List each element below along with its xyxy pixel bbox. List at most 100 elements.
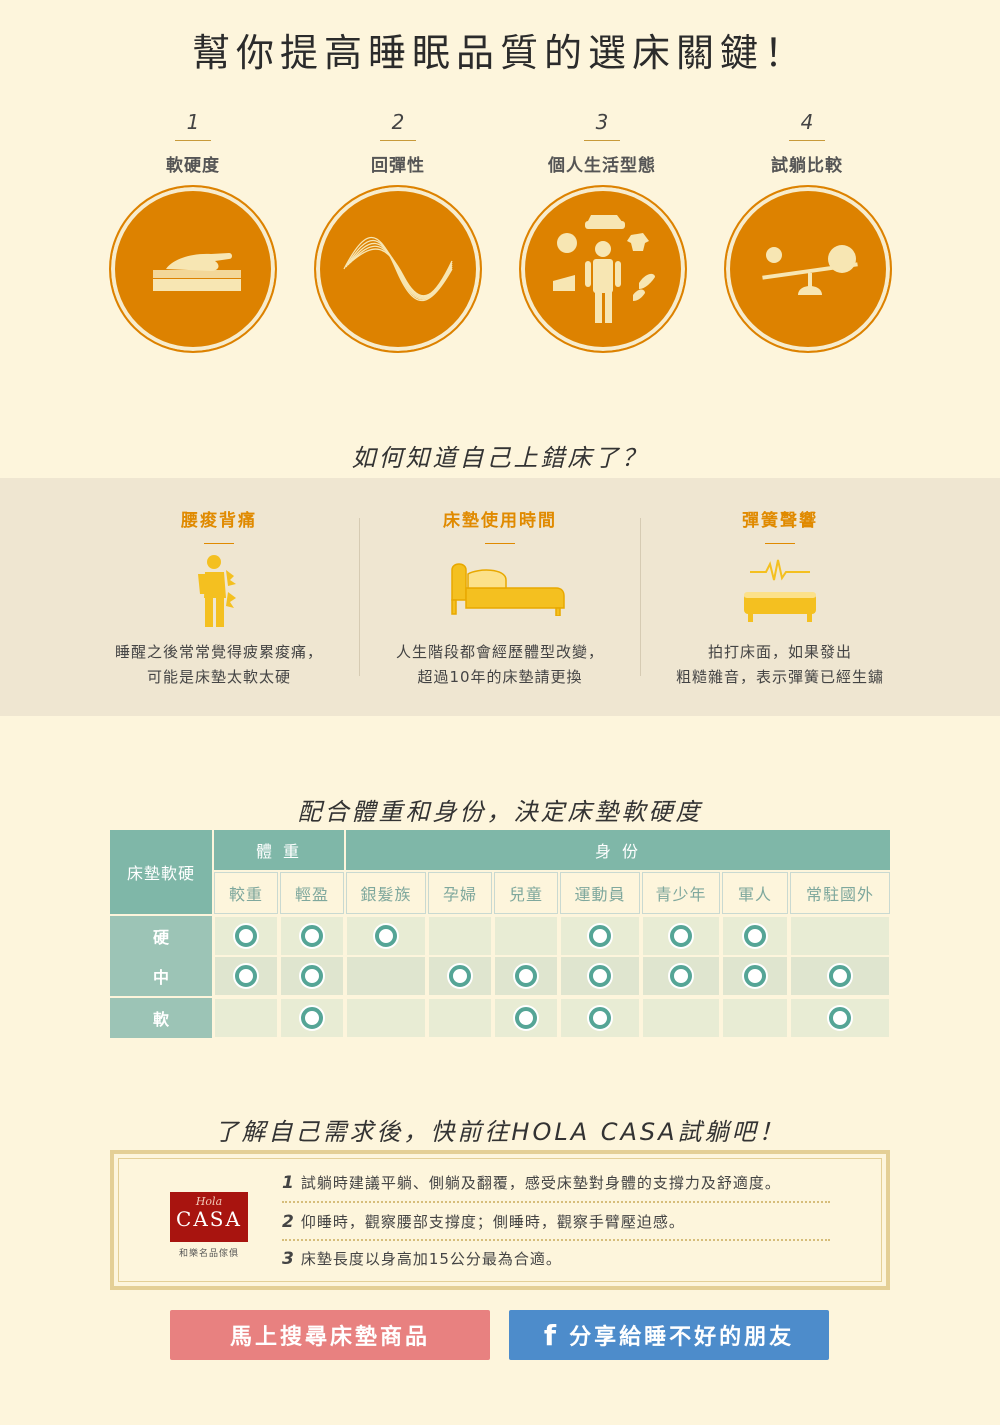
- check-circle-icon: [670, 965, 692, 987]
- sign-desc-line: 睡醒之後常常覺得疲累痠痛，: [114, 643, 323, 661]
- sign-desc-line: 可能是床墊太軟太硬: [146, 668, 291, 686]
- balance-scale-icon: [724, 185, 892, 353]
- table-cell: [790, 998, 890, 1038]
- key-label: 軟硬度: [166, 156, 220, 176]
- check-circle-icon: [515, 965, 537, 987]
- table-cell: [560, 998, 640, 1038]
- table-cell: [642, 998, 720, 1038]
- sign-desc-line: 拍打床面，如果發出: [707, 643, 852, 661]
- check-circle-icon: [670, 925, 692, 947]
- table-cell: [346, 916, 426, 956]
- check-circle-icon: [589, 925, 611, 947]
- tip-number: 2: [282, 1212, 295, 1232]
- row-label: 中: [110, 956, 212, 996]
- dotted-divider: [282, 1201, 830, 1203]
- section-trial-title: 了解自己需求後，快前往HOLA CASA試躺吧！: [214, 1118, 786, 1146]
- check-circle-icon: [449, 965, 471, 987]
- section-firmness-title: 配合體重和身份，決定床墊軟硬度: [297, 798, 703, 826]
- share-facebook-button[interactable]: f 分享給睡不好的朋友: [509, 1310, 829, 1360]
- table-cell: [280, 998, 344, 1038]
- bed-icon: [451, 563, 565, 616]
- column-header: 較重: [214, 872, 278, 914]
- key-divider: [175, 140, 211, 141]
- table-corner-label: 床墊軟硬: [110, 830, 212, 914]
- table-cell: [790, 916, 890, 956]
- row-label: 硬: [110, 916, 212, 956]
- sign-divider: [765, 543, 795, 544]
- check-circle-icon: [744, 965, 766, 987]
- key-number: 4: [800, 110, 814, 134]
- sign-title: 彈簧聲響: [742, 511, 818, 531]
- table-cell: [346, 998, 426, 1038]
- share-button-label: 分享給睡不好的朋友: [569, 1325, 795, 1350]
- tip-text: 仰睡時，觀察腰部支撐度；側睡時，觀察手臂壓迫感。: [300, 1213, 685, 1231]
- key-resilience: 2 回彈性: [298, 110, 498, 176]
- check-circle-icon: [235, 925, 257, 947]
- logo-subtitle: 和樂名品傢俱: [178, 1249, 239, 1259]
- sign-desc-line: 人生階段都會經歷體型改變，: [395, 643, 604, 661]
- table-cell: [428, 916, 492, 956]
- tip-text: 試躺時建議平躺、側躺及翻覆，感受床墊對身體的支撐力及舒適度。: [300, 1174, 781, 1192]
- tips-box-inner-border: [118, 1158, 882, 1282]
- key-label: 回彈性: [371, 156, 425, 176]
- key-number: 1: [186, 110, 200, 134]
- table-cell: [642, 956, 720, 996]
- table-cell: [428, 998, 492, 1038]
- logo-script-text: Hola: [195, 1195, 223, 1208]
- key-softness: 1 軟硬度: [93, 110, 293, 176]
- table-cell: [494, 956, 558, 996]
- table-cell: [494, 998, 558, 1038]
- column-header: 孕婦: [428, 872, 492, 914]
- table-cell: [280, 956, 344, 996]
- table-cell: [346, 956, 426, 996]
- table-cell: [560, 956, 640, 996]
- check-circle-icon: [589, 965, 611, 987]
- sign-desc-line: 粗糙雜音，表示彈簧已經生鏽: [675, 668, 884, 686]
- check-circle-icon: [829, 965, 851, 987]
- sign-mattress-age: 床墊使用時間: [360, 506, 640, 544]
- check-circle-icon: [301, 925, 323, 947]
- tip-text: 床墊長度以身高加15公分最為合適。: [300, 1250, 562, 1268]
- key-label: 個人生活型態: [548, 156, 656, 176]
- table-cell: [722, 916, 788, 956]
- table-cell: [214, 916, 278, 956]
- page-title: 幫你提高睡眠品質的選床關鍵！: [191, 31, 808, 75]
- check-circle-icon: [829, 1007, 851, 1029]
- search-mattress-button[interactable]: 馬上搜尋床墊商品: [170, 1310, 490, 1360]
- sign-divider: [485, 543, 515, 544]
- key-lifestyle: 3 個人生活型態: [502, 110, 702, 176]
- column-header: 輕盈: [280, 872, 344, 914]
- spring-noise-icon: [744, 559, 816, 622]
- sign-back-pain: 腰痠背痛: [79, 506, 359, 544]
- sign-spring-noise: 彈簧聲響: [640, 506, 920, 544]
- sign-desc: 拍打床面，如果發出 粗糙雜音，表示彈簧已經生鏽: [640, 640, 920, 690]
- table-cell: [214, 956, 278, 996]
- key-number: 3: [595, 110, 609, 134]
- sign-title: 腰痠背痛: [181, 511, 257, 531]
- check-circle-icon: [301, 1007, 323, 1029]
- sign-desc-line: 超過10年的床墊請更換: [417, 668, 583, 686]
- vertical-divider: [359, 518, 360, 676]
- lifestyle-person-icon: [519, 185, 687, 353]
- check-circle-icon: [235, 965, 257, 987]
- column-header: 兒童: [494, 872, 558, 914]
- identity-header: 身 份: [346, 830, 890, 870]
- sign-title: 床墊使用時間: [443, 511, 557, 531]
- sign-desc: 人生階段都會經歷體型改變， 超過10年的床墊請更換: [360, 640, 640, 690]
- tip-item: 1 試躺時建議平躺、側躺及翻覆，感受床墊對身體的支撐力及舒適度。: [282, 1172, 842, 1193]
- logo-main-text: CASA: [176, 1207, 242, 1231]
- table-cell: [428, 956, 492, 996]
- key-label: 試躺比較: [771, 156, 843, 176]
- table-cell: [722, 956, 788, 996]
- table-cell: [494, 916, 558, 956]
- key-trial: 4 試躺比較: [707, 110, 907, 176]
- row-label: 軟: [110, 998, 212, 1038]
- dotted-divider: [282, 1239, 830, 1241]
- table-cell: [280, 916, 344, 956]
- table-cell: [214, 998, 278, 1038]
- column-header: 青少年: [642, 872, 720, 914]
- vertical-divider: [640, 518, 641, 676]
- tip-number: 3: [282, 1249, 295, 1269]
- check-circle-icon: [515, 1007, 537, 1029]
- check-circle-icon: [589, 1007, 611, 1029]
